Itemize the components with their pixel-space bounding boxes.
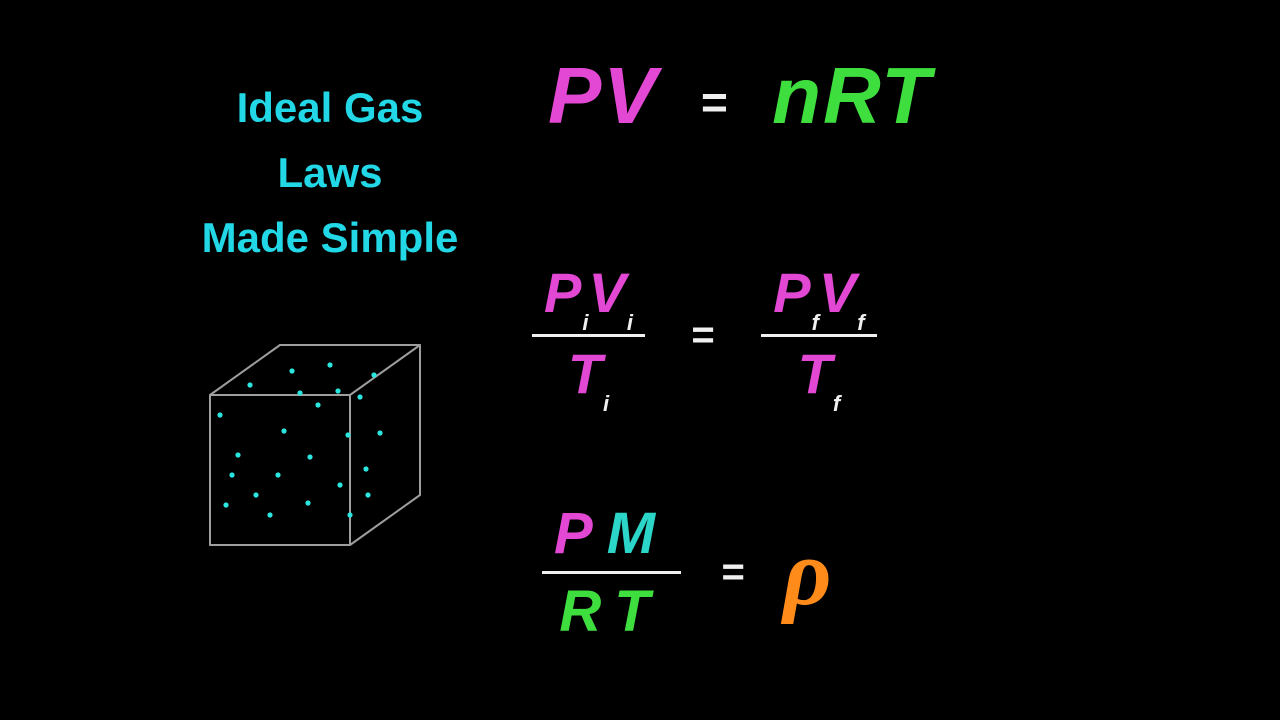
symbol-pressure: P <box>554 501 607 566</box>
title-line-1: Ideal Gas <box>237 84 424 131</box>
symbol-gas-constant: R <box>559 579 614 644</box>
equals-sign: = <box>687 550 778 595</box>
symbol-P-initial: Pi <box>544 261 588 324</box>
symbol-pressure: P <box>548 51 603 140</box>
symbol-V-final: Vf <box>819 261 865 324</box>
equals-sign: = <box>683 76 748 128</box>
symbol-temperature: T <box>881 51 932 140</box>
gas-cube-diagram <box>190 335 430 555</box>
cube-svg <box>190 335 430 555</box>
symbol-P-final: Pf <box>773 261 819 324</box>
symbol-volume: V <box>603 51 658 140</box>
symbol-T-final: Tf <box>798 342 841 405</box>
symbol-moles: n <box>772 51 823 140</box>
title-line-3: Made Simple <box>202 214 459 261</box>
symbol-temperature: T <box>614 579 663 644</box>
equation-combined-gas-law: PiVi Ti = PfVf Tf <box>530 260 879 411</box>
slide-title: Ideal Gas Laws Made Simple <box>150 75 510 270</box>
symbol-density-rho: ρ <box>783 519 831 627</box>
equation-ideal-gas-law: PV = nRT <box>548 50 932 142</box>
fraction-bar <box>542 571 681 574</box>
symbol-V-initial: Vi <box>588 261 632 324</box>
equals-sign: = <box>651 313 754 358</box>
slide-canvas: Ideal Gas Laws Made Simple PV = nRT PiVi… <box>0 0 1280 720</box>
title-line-2: Laws <box>277 149 382 196</box>
equation-density-form: PM RT = ρ <box>540 500 832 645</box>
fraction-pm-over-rt: PM RT <box>540 500 683 645</box>
fraction-final: PfVf Tf <box>759 260 878 411</box>
symbol-T-initial: Ti <box>568 342 609 405</box>
symbol-molar-mass: M <box>607 501 669 566</box>
fraction-initial: PiVi Ti <box>530 260 647 411</box>
symbol-gas-constant: R <box>823 51 881 140</box>
